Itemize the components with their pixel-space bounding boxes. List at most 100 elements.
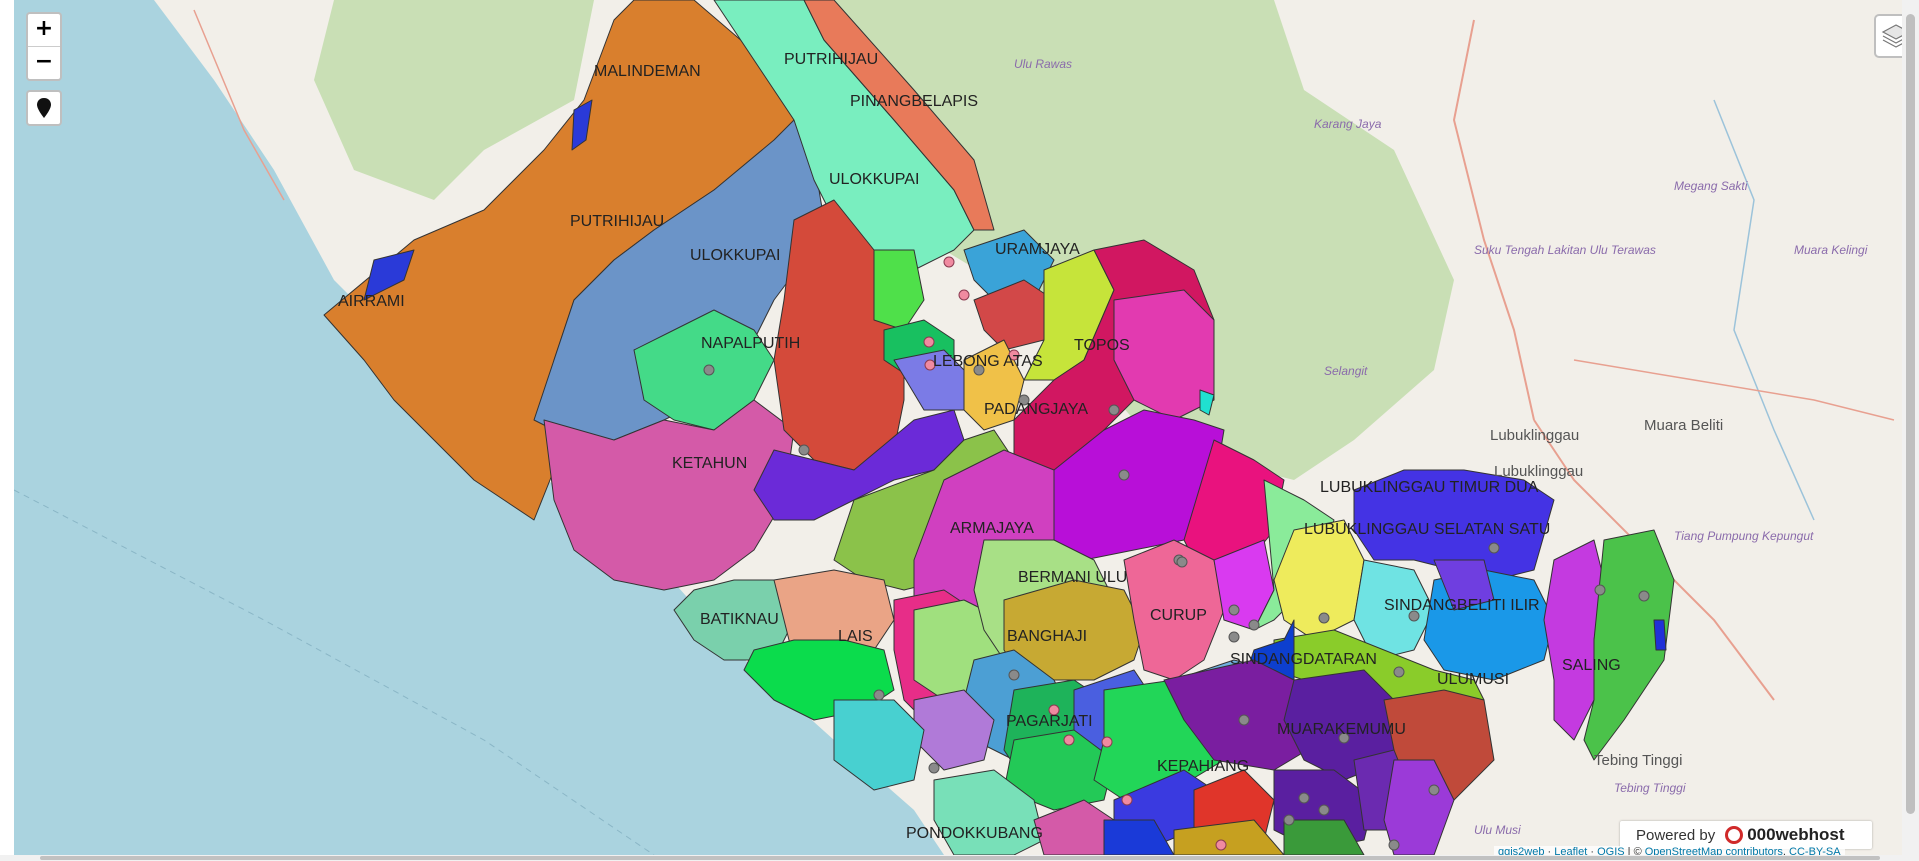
- point-marker[interactable]: [798, 444, 810, 456]
- district-saling[interactable]: [1583, 529, 1675, 761]
- district-violet-small[interactable]: [1433, 559, 1495, 611]
- point-marker[interactable]: [1428, 784, 1440, 796]
- region-label: LEBONG ATAS: [933, 353, 1043, 370]
- place-label: Suku Tengah Lakitan Ulu Terawas: [1474, 243, 1656, 257]
- district-curup[interactable]: [1123, 539, 1225, 681]
- region-label: ULOKKUPAI: [690, 247, 780, 264]
- attribution-separator: ,: [1782, 846, 1790, 855]
- district-airrami-small2[interactable]: [571, 99, 593, 151]
- leaflet-link[interactable]: Leaflet: [1554, 846, 1588, 855]
- zoom-in-button[interactable]: +: [28, 14, 60, 47]
- point-markers-pink[interactable]: [923, 256, 1227, 851]
- point-marker[interactable]: [1318, 804, 1330, 816]
- point-marker[interactable]: [958, 289, 970, 301]
- region-label: PONDOKKUBANG: [906, 825, 1043, 842]
- point-marker[interactable]: [973, 364, 985, 376]
- district-blue-edge[interactable]: [1653, 619, 1667, 651]
- map-canvas[interactable]: Ulu Rawas Karang Jaya Megang Sakti Suku …: [14, 0, 1902, 855]
- vertical-scrollbar[interactable]: [1902, 0, 1919, 861]
- region-label: CURUP: [1150, 607, 1207, 624]
- point-marker[interactable]: [1008, 669, 1020, 681]
- district-border-strip[interactable]: [803, 0, 995, 231]
- point-marker[interactable]: [1228, 604, 1240, 616]
- place-label: Karang Jaya: [1314, 117, 1382, 131]
- forest-area: [794, 0, 1454, 480]
- district-topos[interactable]: [1113, 289, 1215, 421]
- point-marker[interactable]: [1048, 704, 1060, 716]
- point-marker[interactable]: [928, 762, 940, 774]
- district-small-green[interactable]: [873, 249, 925, 331]
- point-marker[interactable]: [1388, 839, 1400, 851]
- region-label: TOPOS: [1074, 337, 1130, 354]
- layers-control-button[interactable]: [1874, 14, 1902, 58]
- point-markers[interactable]: [703, 364, 1650, 851]
- point-marker[interactable]: [1318, 612, 1330, 624]
- place-label: Muara Kelingi: [1794, 243, 1868, 257]
- zoom-out-button[interactable]: −: [34, 49, 54, 74]
- region-label: KEPAHIANG: [1157, 758, 1249, 775]
- qgis2web-link[interactable]: qgis2web: [1498, 846, 1545, 855]
- point-marker[interactable]: [1118, 469, 1130, 481]
- locate-button[interactable]: [26, 90, 62, 126]
- point-marker[interactable]: [1408, 610, 1420, 622]
- scrollbar-thumb[interactable]: [1906, 14, 1915, 814]
- region-label: NAPALPUTIH: [701, 335, 800, 352]
- district-green4[interactable]: [1283, 819, 1365, 855]
- point-marker[interactable]: [1215, 839, 1227, 851]
- point-marker[interactable]: [873, 689, 885, 701]
- point-marker[interactable]: [1298, 792, 1310, 804]
- point-marker[interactable]: [703, 364, 715, 376]
- region-label: PUTRIHIJAU: [784, 51, 878, 68]
- point-marker[interactable]: [1283, 814, 1295, 826]
- attribution-separator: ·: [1587, 846, 1598, 855]
- point-marker[interactable]: [1121, 794, 1133, 806]
- point-marker[interactable]: [1176, 556, 1188, 568]
- point-marker[interactable]: [1101, 736, 1113, 748]
- district-blue3[interactable]: [1103, 819, 1175, 855]
- district-pondokkubang[interactable]: [933, 769, 1045, 855]
- qgis-link[interactable]: QGIS: [1597, 846, 1625, 855]
- district-cyan[interactable]: [1353, 559, 1435, 661]
- region-label: URAMJAYA: [995, 241, 1080, 258]
- point-marker[interactable]: [1228, 631, 1240, 643]
- region-label: LUBUKLINGGAU SELATAN SATU: [1304, 521, 1550, 538]
- district-gold[interactable]: [1173, 819, 1285, 855]
- district-teal-edge[interactable]: [1199, 389, 1215, 416]
- license-link[interactable]: CC-BY-SA: [1789, 846, 1841, 855]
- point-marker[interactable]: [1488, 542, 1500, 554]
- region-label: BERMANI ULU: [1018, 569, 1127, 586]
- district-airrami-small[interactable]: [363, 249, 415, 301]
- point-marker[interactable]: [1248, 619, 1260, 631]
- point-marker[interactable]: [1063, 734, 1075, 746]
- powered-by-label: Powered by: [1636, 826, 1716, 844]
- map-marker-icon: [37, 98, 51, 118]
- point-marker[interactable]: [1108, 404, 1120, 416]
- district-violet4[interactable]: [1383, 759, 1455, 855]
- point-marker[interactable]: [1393, 666, 1405, 678]
- district-teal[interactable]: [833, 699, 925, 791]
- point-marker[interactable]: [924, 359, 936, 371]
- map-svg[interactable]: Ulu Rawas Karang Jaya Megang Sakti Suku …: [14, 0, 1902, 855]
- district-ketahun[interactable]: [543, 399, 795, 591]
- scrollbar-thumb[interactable]: [40, 856, 1880, 860]
- point-marker[interactable]: [943, 256, 955, 268]
- region-label: PADANGJAYA: [984, 401, 1088, 418]
- osm-link[interactable]: OpenStreetMap contributors: [1644, 846, 1783, 855]
- region-label: LUBUKLINGGAU TIMUR DUA: [1320, 479, 1539, 496]
- point-marker[interactable]: [1338, 732, 1350, 744]
- point-marker[interactable]: [1238, 714, 1250, 726]
- region-label: PAGARJATI: [1006, 713, 1093, 730]
- powered-by-brand: 000webhost: [1747, 825, 1845, 844]
- point-marker[interactable]: [923, 336, 935, 348]
- point-marker[interactable]: [1008, 349, 1020, 361]
- powered-by-badge[interactable]: Powered by 000webhost: [1620, 821, 1872, 849]
- horizontal-scrollbar[interactable]: [0, 855, 1902, 861]
- district-lubuklinggau-selatan-satu[interactable]: [1353, 469, 1555, 581]
- point-marker[interactable]: [1594, 584, 1606, 596]
- point-marker[interactable]: [1018, 394, 1030, 406]
- district-saling-west[interactable]: [1543, 539, 1605, 741]
- districts-layer[interactable]: [323, 0, 1675, 855]
- place-label: Ulu Rawas: [1014, 57, 1072, 71]
- point-marker[interactable]: [1638, 590, 1650, 602]
